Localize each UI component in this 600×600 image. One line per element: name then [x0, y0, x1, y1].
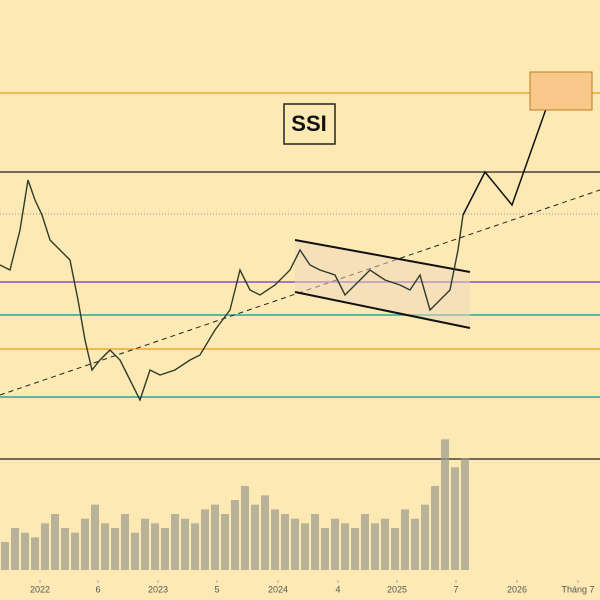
volume-bar — [21, 532, 29, 570]
drawings — [0, 71, 600, 460]
volume-bar — [361, 514, 369, 570]
volume-bar — [441, 439, 449, 570]
volume-bar — [231, 500, 239, 570]
volume-bar — [411, 518, 419, 570]
volume-bar — [371, 523, 379, 570]
volume-bar — [341, 523, 349, 570]
x-tick-label: 2025 — [387, 584, 407, 594]
volume-bar — [141, 518, 149, 570]
volume-bar — [1, 542, 9, 570]
volume-bar — [151, 523, 159, 570]
volume-bar — [101, 523, 109, 570]
volume-bar — [71, 532, 79, 570]
x-tick-label: 6 — [95, 584, 100, 594]
volume-bar — [221, 514, 229, 570]
x-tick-label: 2024 — [268, 584, 288, 594]
volume-bar — [331, 518, 339, 570]
volume-bar — [91, 504, 99, 570]
volume-bar — [41, 523, 49, 570]
volume-bar — [161, 528, 169, 570]
volume-bar — [261, 495, 269, 570]
price-line — [0, 179, 464, 402]
volume-bar — [301, 523, 309, 570]
volume-bar — [191, 523, 199, 570]
volume-bar — [401, 509, 409, 570]
x-tick-label: 5 — [214, 584, 219, 594]
volume-bar — [171, 514, 179, 570]
volume-bar — [451, 467, 459, 570]
volume-bar — [281, 514, 289, 570]
volume-bar — [291, 518, 299, 570]
x-tick-label: Tháng 7 — [561, 584, 594, 594]
volume-bar — [391, 528, 399, 570]
volume-bar — [271, 509, 279, 570]
volume-bar — [61, 528, 69, 570]
volume-bar — [321, 528, 329, 570]
x-tick-label: 7 — [453, 584, 458, 594]
volume-bar — [11, 528, 19, 570]
volume-bar — [51, 514, 59, 570]
volume-bar — [311, 514, 319, 570]
volume-bar — [251, 504, 259, 570]
volume-bar — [211, 504, 219, 570]
volume-bar — [421, 504, 429, 570]
volume-bar — [181, 518, 189, 570]
x-tick-label: 2026 — [507, 584, 527, 594]
x-tick-label: 2023 — [148, 584, 168, 594]
volume-bar — [81, 518, 89, 570]
volume-bar — [121, 514, 129, 570]
volume-bar — [111, 528, 119, 570]
volume-bar — [201, 509, 209, 570]
chart-title: SSI — [291, 111, 326, 136]
x-tick-label: 2022 — [30, 584, 50, 594]
volume-bar — [431, 486, 439, 570]
x-tick-label: 4 — [335, 584, 340, 594]
volume-bar — [131, 532, 139, 570]
volume-bar — [381, 518, 389, 570]
volume-bar — [241, 486, 249, 570]
volume-bar — [31, 537, 39, 570]
volume-bar — [351, 528, 359, 570]
volume-bar — [461, 458, 469, 570]
